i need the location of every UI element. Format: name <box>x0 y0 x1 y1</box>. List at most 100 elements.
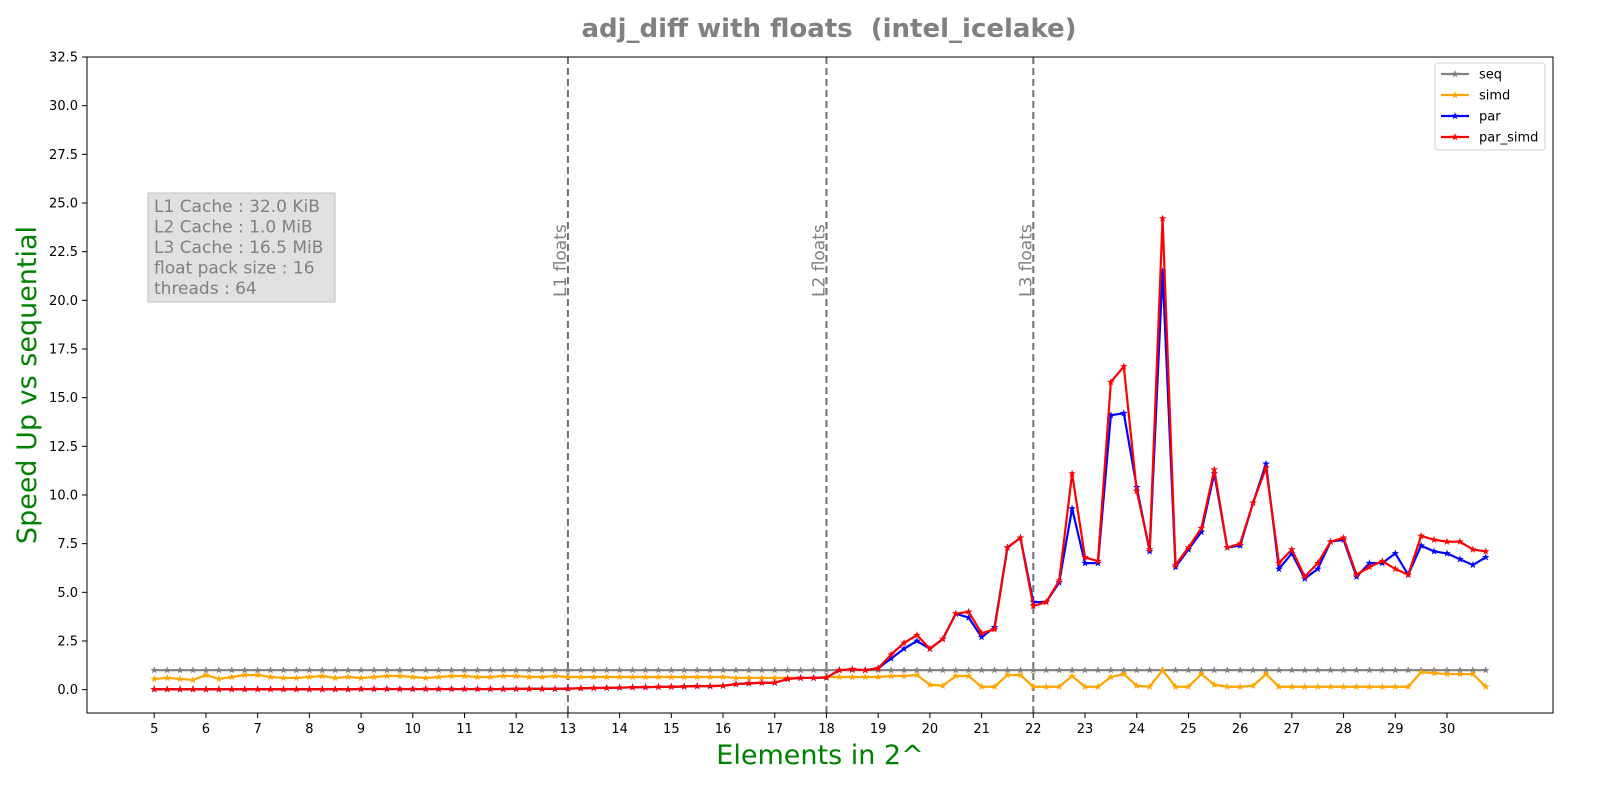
legend-label: seq <box>1479 68 1502 83</box>
series-marker <box>434 666 443 674</box>
series-marker <box>331 685 340 693</box>
series-marker <box>1275 564 1283 573</box>
series-marker <box>1313 682 1322 690</box>
series-marker <box>1481 666 1490 674</box>
series-marker <box>1158 267 1167 275</box>
series-marker <box>990 666 999 674</box>
series-marker <box>357 673 365 682</box>
series-marker <box>1417 531 1425 540</box>
series-marker <box>964 607 973 616</box>
series-marker <box>460 672 469 680</box>
series-marker <box>1171 682 1180 690</box>
series-marker <box>1223 682 1232 690</box>
series-marker <box>1326 666 1335 674</box>
series-marker <box>1042 598 1051 606</box>
x-tick-label: 9 <box>357 722 365 737</box>
series-marker <box>835 666 844 674</box>
x-tick-label: 7 <box>254 722 262 737</box>
x-tick-label: 12 <box>508 722 525 737</box>
cache-line-label: L1 floats <box>551 224 571 297</box>
series-marker <box>990 625 999 633</box>
series-marker <box>473 672 482 681</box>
series-marker <box>1081 553 1089 561</box>
series-marker <box>1016 666 1025 674</box>
series-marker <box>951 672 960 680</box>
series-marker <box>1132 666 1141 674</box>
series-marker <box>447 685 456 693</box>
series-marker <box>383 666 391 674</box>
series-marker <box>1430 535 1438 543</box>
y-tick-label: 20.0 <box>49 294 78 309</box>
series-marker <box>1352 570 1361 579</box>
series-marker <box>551 666 559 674</box>
y-tick-label: 15.0 <box>49 391 78 406</box>
series-marker <box>512 672 520 680</box>
series-marker <box>1120 362 1128 370</box>
series-marker <box>305 672 314 681</box>
series-marker <box>1262 459 1270 468</box>
series-marker <box>783 674 792 683</box>
info-line: L2 Cache : 1.0 MiB <box>154 218 313 238</box>
series-marker <box>667 666 676 674</box>
series-marker <box>1249 666 1257 674</box>
series-marker <box>460 685 469 693</box>
series-marker <box>266 685 275 693</box>
series-marker <box>1469 666 1477 674</box>
y-tick-label: 25.0 <box>49 196 78 211</box>
series-marker <box>1313 666 1322 674</box>
series-marker <box>357 666 365 674</box>
series-marker <box>926 680 934 689</box>
series-marker <box>1262 666 1270 674</box>
series-marker <box>1275 559 1283 567</box>
series-marker <box>421 685 430 693</box>
series-marker <box>1132 681 1141 689</box>
series-marker <box>1055 666 1063 674</box>
series-marker <box>434 685 443 693</box>
series-marker <box>551 684 559 693</box>
series-marker <box>1016 533 1025 542</box>
info-box <box>147 192 336 303</box>
series-marker <box>1120 670 1128 678</box>
series-marker <box>1184 666 1193 674</box>
x-tick-label: 18 <box>818 722 835 737</box>
series-marker <box>1262 463 1270 471</box>
series-marker <box>706 672 714 681</box>
series-marker <box>383 685 391 693</box>
series-marker <box>279 666 288 674</box>
series-marker <box>551 672 559 680</box>
series-marker <box>486 672 495 681</box>
series-marker <box>1107 411 1115 419</box>
series-marker <box>370 666 378 674</box>
series-marker <box>1042 666 1051 674</box>
series-marker <box>1145 545 1154 553</box>
y-tick-label: 12.5 <box>49 440 78 455</box>
legend-marker <box>1451 112 1459 120</box>
series-marker <box>150 674 159 683</box>
series-marker <box>732 666 740 674</box>
series-marker <box>680 682 689 690</box>
series-marker <box>900 644 908 652</box>
series-marker <box>1094 682 1102 690</box>
series-marker <box>1184 543 1193 551</box>
series-marker <box>654 666 663 674</box>
series-marker <box>628 666 637 674</box>
x-tick-label: 26 <box>1232 722 1249 737</box>
series-marker <box>1300 682 1309 690</box>
series-marker <box>589 666 598 674</box>
x-tick-label: 29 <box>1387 722 1404 737</box>
series-marker <box>266 672 275 681</box>
series-marker <box>822 673 831 681</box>
series-marker <box>1068 672 1076 680</box>
series-marker <box>680 666 689 674</box>
series-marker <box>874 672 882 681</box>
series-marker <box>1275 682 1283 690</box>
series-marker <box>1481 682 1490 690</box>
series-marker <box>408 672 417 681</box>
series-marker <box>1481 553 1490 561</box>
series-marker <box>758 678 766 687</box>
series-marker <box>1481 547 1490 555</box>
series-marker <box>939 681 947 689</box>
series-marker <box>1469 545 1477 553</box>
series-marker <box>602 666 611 674</box>
series-marker <box>1210 666 1219 674</box>
